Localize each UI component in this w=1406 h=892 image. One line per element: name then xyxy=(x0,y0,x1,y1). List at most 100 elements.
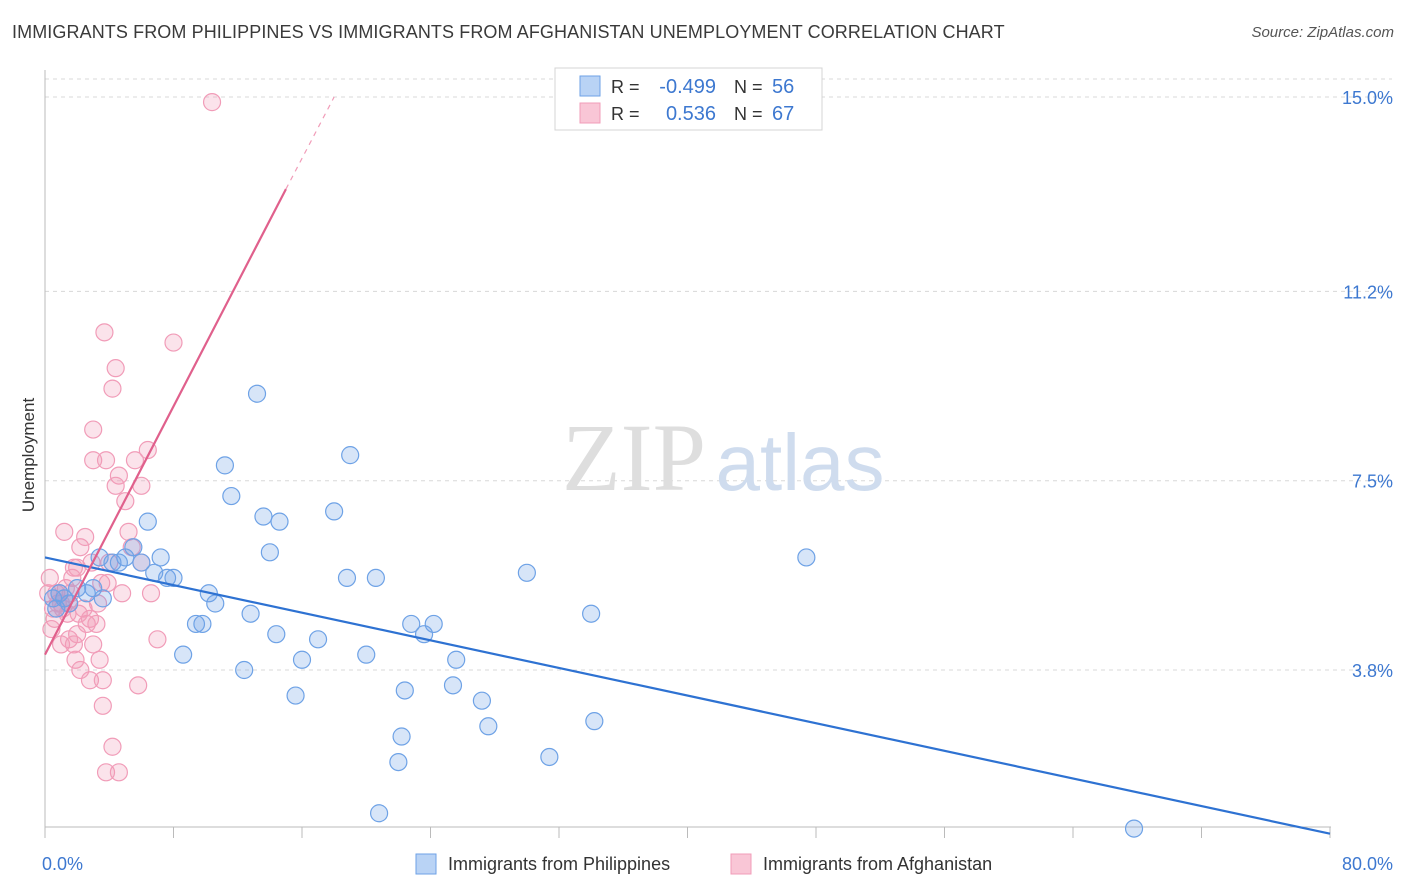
point-afghanistan xyxy=(125,451,145,470)
point-philippines xyxy=(402,614,421,634)
legend: Immigrants from Philippines Immigrants f… xyxy=(415,853,992,875)
watermark-atlas: atlas xyxy=(716,418,885,507)
point-philippines xyxy=(222,486,241,506)
point-afghanistan xyxy=(93,696,112,715)
trend-line-afghanistan-extension xyxy=(285,96,335,190)
y-tick-label: 3.8% xyxy=(1352,661,1393,681)
point-afghanistan xyxy=(66,650,85,669)
point-afghanistan xyxy=(96,451,116,470)
point-philippines xyxy=(206,594,225,613)
point-afghanistan xyxy=(87,614,106,634)
trend-lines xyxy=(44,96,1331,835)
point-afghanistan xyxy=(80,671,100,690)
point-afghanistan xyxy=(40,568,59,588)
point-philippines xyxy=(392,727,411,746)
point-philippines xyxy=(447,650,466,669)
point-philippines xyxy=(357,645,376,664)
point-philippines xyxy=(270,512,289,531)
legend-item-afghanistan[interactable]: Immigrants from Afghanistan xyxy=(730,853,992,875)
point-afghanistan xyxy=(93,671,112,690)
point-afghanistan xyxy=(84,420,103,439)
point-philippines xyxy=(151,548,170,567)
point-philippines xyxy=(585,712,604,731)
point-philippines xyxy=(292,650,312,669)
point-philippines xyxy=(132,553,151,572)
point-philippines xyxy=(337,568,357,588)
point-philippines xyxy=(308,630,328,649)
x-tick-label: 0.0% xyxy=(42,854,83,874)
point-afghanistan xyxy=(84,635,103,654)
point-afghanistan xyxy=(119,522,138,541)
point-philippines xyxy=(389,752,408,772)
point-afghanistan xyxy=(202,93,222,112)
point-afghanistan xyxy=(148,630,167,649)
point-philippines xyxy=(325,502,344,521)
point-afghanistan xyxy=(106,359,125,378)
point-afghanistan xyxy=(109,763,128,782)
point-philippines xyxy=(797,548,816,567)
point-afghanistan xyxy=(141,584,161,603)
legend-label-philippines: Immigrants from Philippines xyxy=(448,854,670,874)
legend-item-philippines[interactable]: Immigrants from Philippines xyxy=(415,853,670,875)
point-afghanistan xyxy=(109,466,128,485)
stats-r-label-1: R = xyxy=(611,77,640,97)
point-afghanistan xyxy=(64,635,84,654)
watermark: ZIP atlas xyxy=(562,404,884,511)
point-philippines xyxy=(247,384,267,403)
point-philippines xyxy=(370,804,389,823)
point-philippines xyxy=(286,686,305,705)
point-philippines xyxy=(472,691,491,710)
trend-line-afghanistan xyxy=(44,188,287,656)
y-tick-label: 11.2% xyxy=(1343,282,1393,302)
point-philippines xyxy=(164,568,183,588)
watermark-zip: ZIP xyxy=(562,404,706,511)
point-afghanistan xyxy=(76,527,95,547)
point-afghanistan xyxy=(77,614,96,634)
point-philippines xyxy=(479,717,498,736)
point-philippines xyxy=(443,676,463,695)
point-philippines xyxy=(254,507,273,526)
stats-swatch-blue xyxy=(579,75,601,97)
point-afghanistan xyxy=(96,763,116,782)
point-afghanistan xyxy=(84,451,103,470)
point-afghanistan xyxy=(103,379,122,398)
y-tick-label: 7.5% xyxy=(1352,472,1393,492)
point-afghanistan xyxy=(103,737,122,756)
legend-swatch-pink xyxy=(730,853,752,875)
point-afghanistan xyxy=(71,538,90,557)
point-afghanistan xyxy=(129,676,148,695)
point-philippines xyxy=(124,538,143,557)
stats-n-value-2: 67 xyxy=(772,103,794,125)
point-afghanistan xyxy=(106,476,125,495)
point-philippines xyxy=(215,456,234,475)
stats-n-value-1: 56 xyxy=(772,76,794,98)
point-philippines xyxy=(341,446,360,465)
stats-n-label-2: N = xyxy=(734,104,763,124)
point-philippines xyxy=(174,645,193,664)
trend-line-philippines xyxy=(44,556,1331,835)
point-afghanistan xyxy=(95,323,114,342)
point-philippines xyxy=(582,604,601,623)
point-afghanistan xyxy=(90,650,109,669)
point-afghanistan xyxy=(164,333,183,352)
point-philippines xyxy=(235,660,254,680)
point-afghanistan xyxy=(74,599,93,618)
point-philippines xyxy=(260,543,279,562)
point-afghanistan xyxy=(112,584,132,603)
y-tick-label: 15.0% xyxy=(1342,88,1393,108)
x-tick-label: 80.0% xyxy=(1342,854,1393,874)
point-philippines xyxy=(540,747,559,767)
point-afghanistan xyxy=(55,522,74,541)
point-philippines xyxy=(193,614,212,634)
point-philippines xyxy=(267,625,286,644)
point-philippines xyxy=(55,589,74,608)
point-philippines xyxy=(138,512,157,531)
point-philippines xyxy=(517,563,536,582)
stats-r-label-2: R = xyxy=(611,104,640,124)
tick-labels: 3.8% 7.5% 11.2% 15.0% 0.0% 80.0% xyxy=(42,88,1393,874)
stats-r-value-1: -0.499 xyxy=(659,76,716,98)
stats-r-value-2: 0.536 xyxy=(666,103,716,125)
data-points xyxy=(39,93,1144,838)
chart-title: IMMIGRANTS FROM PHILIPPINES VS IMMIGRANT… xyxy=(12,22,1005,42)
stats-swatch-pink xyxy=(579,102,601,124)
